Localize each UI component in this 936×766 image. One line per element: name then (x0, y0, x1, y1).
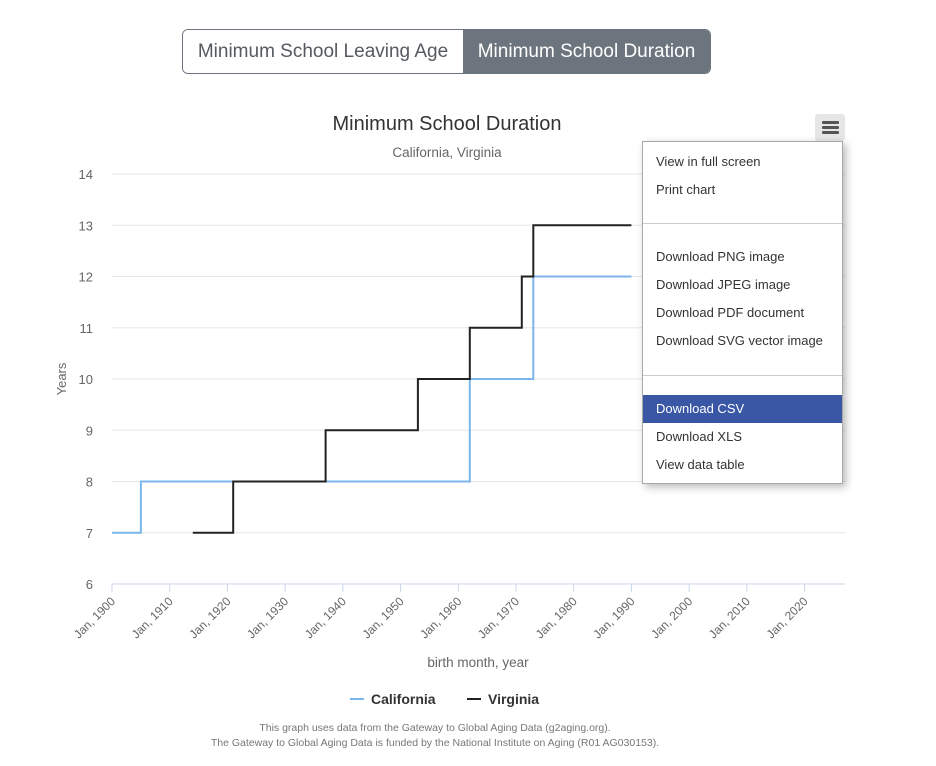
x-axis-ticks: Jan, 1900 Jan, 1910 Jan, 1920 Jan, 1930 Jan,… (71, 584, 811, 641)
x-tick-label: Jan, 1920 (186, 594, 233, 641)
x-tick-label: Jan, 1940 (302, 594, 349, 641)
menu-item-download-csv[interactable]: Download CSV (643, 395, 842, 423)
chart-subtitle: California, Virginia (392, 145, 502, 160)
series-lines (112, 224, 632, 534)
menu-item-view-full-screen[interactable]: View in full screen (656, 154, 761, 169)
x-tick-label: Jan, 1990 (590, 594, 637, 641)
x-tick-label: Jan, 2020 (764, 594, 811, 641)
menu-item-download-pdf[interactable]: Download PDF document (656, 305, 805, 320)
series-line-virginia (192, 224, 632, 534)
x-tick-label: Jan, 1900 (71, 594, 118, 641)
credits-line-2: The Gateway to Global Aging Data is fund… (210, 737, 660, 749)
x-tick-label: Jan, 1960 (417, 594, 464, 641)
credits-line-1: This graph uses data from the Gateway to… (259, 722, 611, 734)
menu-item-view-data-table[interactable]: View data table (656, 457, 745, 472)
legend: California Virginia (350, 691, 539, 707)
y-tick-label: 8 (86, 475, 93, 490)
y-axis-label: Years (54, 362, 69, 395)
x-tick-label: Jan, 1910 (129, 594, 176, 641)
chart-context-menu-button[interactable] (815, 114, 845, 141)
min-school-leaving-age-button[interactable]: Minimum School Leaving Age (183, 30, 463, 73)
x-tick-label: Jan, 1950 (360, 594, 407, 641)
x-tick-label: Jan, 2000 (648, 594, 695, 641)
menu-item-download-svg[interactable]: Download SVG vector image (656, 333, 823, 348)
x-axis-label: birth month, year (427, 655, 529, 670)
y-tick-label: 10 (79, 372, 93, 387)
chart-context-menu: View in full screen Print chart Download… (642, 141, 843, 484)
y-axis-ticks: 6 7 8 9 10 11 12 13 14 (79, 167, 93, 592)
menu-separator (643, 375, 842, 376)
y-tick-label: 7 (86, 526, 93, 541)
x-tick-label: Jan, 1930 (244, 594, 291, 641)
menu-item-download-png[interactable]: Download PNG image (656, 249, 785, 264)
y-tick-label: 14 (79, 167, 93, 182)
x-tick-label: Jan, 2010 (706, 594, 753, 641)
x-tick-label: Jan, 1970 (475, 594, 522, 641)
y-tick-label: 13 (79, 218, 93, 233)
y-tick-label: 12 (79, 270, 93, 285)
menu-separator (643, 223, 842, 224)
y-tick-label: 11 (80, 321, 94, 336)
menu-item-print-chart[interactable]: Print chart (656, 182, 716, 197)
menu-item-download-jpeg[interactable]: Download JPEG image (656, 277, 791, 292)
legend-label[interactable]: Virginia (488, 691, 539, 707)
min-school-duration-button[interactable]: Minimum School Duration (463, 30, 710, 73)
chart-title: Minimum School Duration (333, 113, 562, 135)
menu-item-download-xls[interactable]: Download XLS (656, 429, 742, 444)
chart-toggle-group: Minimum School Leaving Age Minimum Schoo… (182, 29, 711, 74)
series-line-california (112, 275, 632, 534)
legend-label[interactable]: California (371, 691, 436, 707)
x-tick-label: Jan, 1980 (533, 594, 580, 641)
y-tick-label: 9 (86, 423, 93, 438)
y-tick-label: 6 (86, 577, 93, 592)
